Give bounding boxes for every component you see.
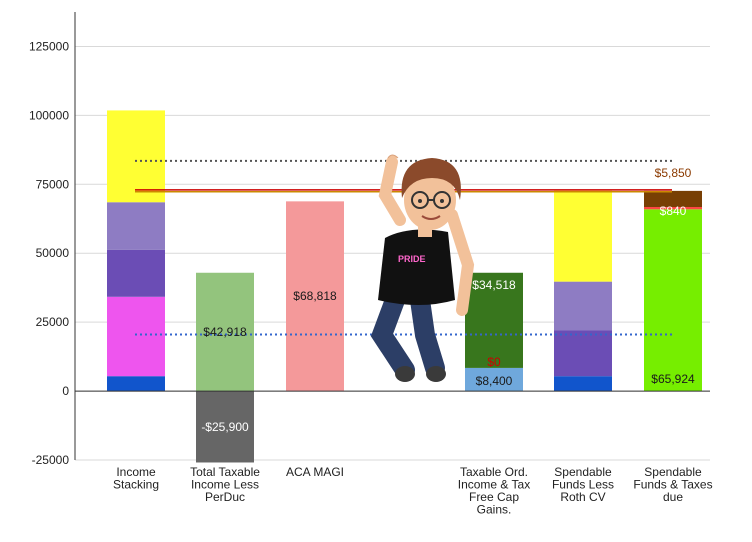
y-tick-label: 125000 — [29, 39, 69, 53]
bar-segment — [196, 391, 254, 463]
bar-segment — [554, 376, 612, 392]
x-category-label: Spendable Funds Less Roth CV — [552, 465, 614, 504]
x-category-line: Income Less — [191, 478, 259, 492]
data-label: -$25,900 — [201, 420, 249, 434]
x-category-line: Taxable Ord. — [460, 465, 528, 479]
x-category-label: Total Taxable Income Less PerDuc — [190, 465, 260, 504]
y-tick-label: 25000 — [36, 315, 70, 329]
x-category-line: PerDuc — [205, 490, 245, 504]
bar-segment — [465, 367, 523, 392]
bar-segment — [107, 296, 165, 377]
bar-segment — [107, 202, 165, 250]
x-category-line: Roth CV — [560, 490, 605, 504]
bar-segment — [465, 272, 523, 368]
x-category-line: Funds & Taxes — [633, 478, 712, 492]
x-category-label: Spendable Funds & Taxes due — [633, 465, 712, 504]
data-label: $8,400 — [476, 374, 513, 388]
x-category-label: ACA MAGI — [286, 465, 344, 479]
x-category-line: Income — [116, 465, 156, 479]
bar-segment — [286, 201, 344, 392]
x-category-line: due — [663, 490, 683, 504]
data-label: $34,518 — [472, 278, 516, 292]
y-tick-label: 50000 — [36, 246, 70, 260]
y-tick-label: -25000 — [32, 453, 70, 467]
x-category-line: Income & Tax — [458, 478, 530, 492]
x-category-line: Funds Less — [552, 478, 614, 492]
x-category-line: Spendable — [644, 465, 702, 479]
x-category-line: Gains. — [477, 503, 512, 517]
y-tick-label: 0 — [62, 384, 69, 398]
data-label: $0 — [487, 355, 501, 369]
bars — [107, 110, 702, 463]
axes: -25000 0 25000 50000 75000 100000 125000 Income… — [29, 12, 713, 517]
data-label: $840 — [660, 204, 687, 218]
y-tick-label: 100000 — [29, 108, 69, 122]
bar-segment — [644, 190, 702, 208]
data-labels: $42,918 -$25,900 $68,818 $8,400 $0 $34,518 $65… — [201, 166, 695, 434]
y-tick-label: 75000 — [36, 177, 70, 191]
bar-segment — [107, 110, 165, 203]
x-category-line: Stacking — [113, 478, 159, 492]
data-label: $65,924 — [651, 372, 695, 386]
data-label: $42,918 — [203, 325, 247, 339]
bitmoji-avatar: PRIDE — [370, 154, 475, 382]
bar-segment — [196, 272, 254, 392]
bar-segment — [107, 249, 165, 297]
x-category-line: Free Cap — [469, 490, 519, 504]
x-category-line: ACA MAGI — [286, 465, 344, 479]
bar-segment — [554, 281, 612, 331]
bar-segment — [107, 376, 165, 392]
svg-text:PRIDE: PRIDE — [398, 254, 426, 264]
bar-segment — [554, 190, 612, 282]
x-category-line: Total Taxable — [190, 465, 260, 479]
x-category-line: Spendable — [554, 465, 612, 479]
data-label: $68,818 — [293, 289, 337, 303]
bar-segment — [554, 330, 612, 377]
data-label: $5,850 — [655, 166, 692, 180]
x-category-label: Income Stacking — [113, 465, 159, 492]
x-category-label: Taxable Ord. Income & Tax Free Cap Gains. — [458, 465, 530, 517]
bar-segment — [644, 207, 702, 210]
bar-segment — [644, 209, 702, 392]
